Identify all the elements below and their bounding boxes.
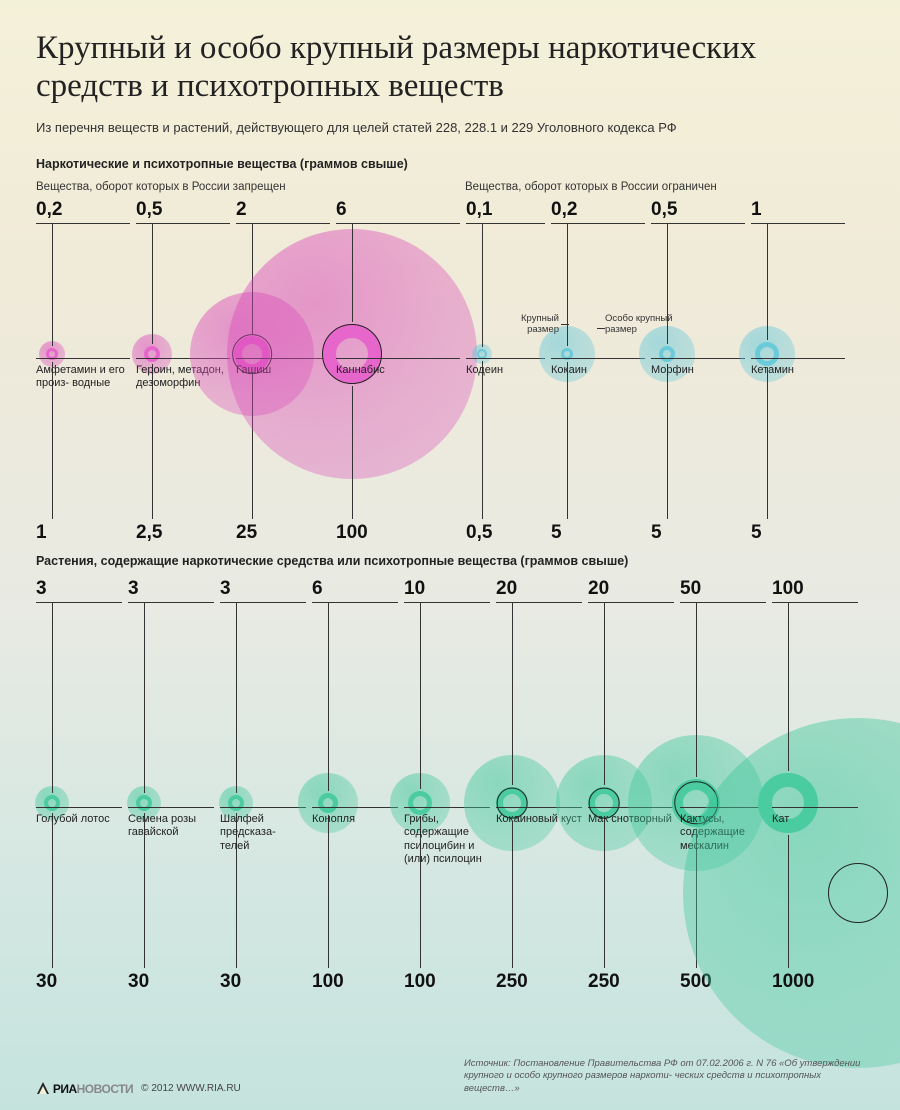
item-name: Конопля (312, 813, 398, 826)
chart-item: 6 Конопля 100 (312, 578, 404, 993)
value-large: 5 (651, 522, 662, 544)
item-name: Амфетамин и его произ- водные (36, 364, 130, 391)
value-large: 5 (751, 522, 762, 544)
value-large: 100 (404, 971, 436, 993)
legend-small-label: Крупный размер (509, 314, 559, 336)
page-subtitle: Из перечня веществ и растений, действующ… (36, 120, 864, 135)
value-small: 0,5 (136, 199, 162, 221)
value-large: 2,5 (136, 522, 162, 544)
value-large: 1 (36, 522, 47, 544)
value-small: 0,2 (551, 199, 577, 221)
source-text: Источник: Постановление Правительства РФ… (464, 1058, 864, 1096)
value-small: 100 (772, 578, 804, 600)
section1-header: Наркотические и психотропные вещества (г… (36, 157, 864, 171)
chart-item: 1 Кетамин 5 (751, 199, 851, 544)
chart-item: 3 Семена розы гавайской 30 (128, 578, 220, 993)
logo-light: НОВОСТИ (77, 1082, 134, 1096)
legend-large-label: Особо крупный размер (605, 314, 675, 336)
value-small: 6 (312, 578, 323, 600)
small-size-ring (144, 346, 160, 362)
chart-item: 0,2 Амфетамин и его произ- водные 1 (36, 199, 136, 544)
small-size-ring (44, 795, 60, 811)
item-name: Кетамин (751, 364, 845, 377)
chart-item: 3 Голубой лотос 30 (36, 578, 128, 993)
chart-item: 6 Каннабис 100 (336, 199, 466, 544)
value-small: 0,1 (466, 199, 492, 221)
value-small: 3 (128, 578, 139, 600)
chart-item: 100 Кат 1000 (772, 578, 864, 993)
chart-item: 3 Шалфей предсказа- телей 30 (220, 578, 312, 993)
value-small: 0,5 (651, 199, 677, 221)
small-size-ring (755, 342, 779, 366)
small-size-ring (228, 795, 244, 811)
group-restricted-label: Вещества, оборот которых в России ограни… (441, 181, 864, 193)
value-small: 10 (404, 578, 425, 600)
value-large: 5 (551, 522, 562, 544)
group-labels: Вещества, оборот которых в России запрещ… (36, 181, 864, 193)
value-large: 1000 (772, 971, 814, 993)
value-small: 0,2 (36, 199, 62, 221)
value-large: 30 (128, 971, 149, 993)
inner-hollow-circle (828, 863, 888, 923)
value-large: 250 (588, 971, 620, 993)
value-large: 30 (36, 971, 57, 993)
value-small: 20 (496, 578, 517, 600)
value-small: 6 (336, 199, 347, 221)
value-large: 25 (236, 522, 257, 544)
item-name: Голубой лотос (36, 813, 122, 826)
item-name: Семена розы гавайской (128, 813, 214, 840)
logo: РИАНОВОСТИ (36, 1081, 133, 1096)
value-small: 1 (751, 199, 762, 221)
logo-bold: РИА (53, 1082, 77, 1096)
group-prohibited-label: Вещества, оборот которых в России запрещ… (36, 181, 441, 193)
section2-header: Растения, содержащие наркотические средс… (36, 554, 864, 568)
value-small: 20 (588, 578, 609, 600)
value-large: 100 (336, 522, 368, 544)
value-large: 0,5 (466, 522, 492, 544)
value-large: 30 (220, 971, 241, 993)
value-small: 2 (236, 199, 247, 221)
logo-icon (36, 1081, 50, 1095)
item-name: Кат (772, 813, 858, 826)
item-name: Каннабис (336, 364, 460, 377)
page-title: Крупный и особо крупный размеры наркотич… (36, 30, 864, 106)
size-legend: Крупный размер Особо крупный размер (509, 314, 689, 394)
chart-row-substances: 0,2Амфетамин и его произ- водные10,5Геро… (36, 199, 864, 544)
value-small: 50 (680, 578, 701, 600)
value-small: 3 (220, 578, 231, 600)
small-size-ring (318, 793, 338, 813)
copyright: © 2012 WWW.RIA.RU (141, 1083, 241, 1094)
small-size-ring (408, 791, 432, 815)
value-large: 100 (312, 971, 344, 993)
value-small: 3 (36, 578, 47, 600)
small-size-ring (136, 795, 152, 811)
item-name: Шалфей предсказа- телей (220, 813, 306, 853)
footer: РИАНОВОСТИ © 2012 WWW.RIA.RU Источник: П… (36, 1058, 864, 1096)
chart-row-plants: 3 Голубой лотос 30 3 Семена розы гавайской 30… (36, 578, 864, 993)
value-large: 250 (496, 971, 528, 993)
